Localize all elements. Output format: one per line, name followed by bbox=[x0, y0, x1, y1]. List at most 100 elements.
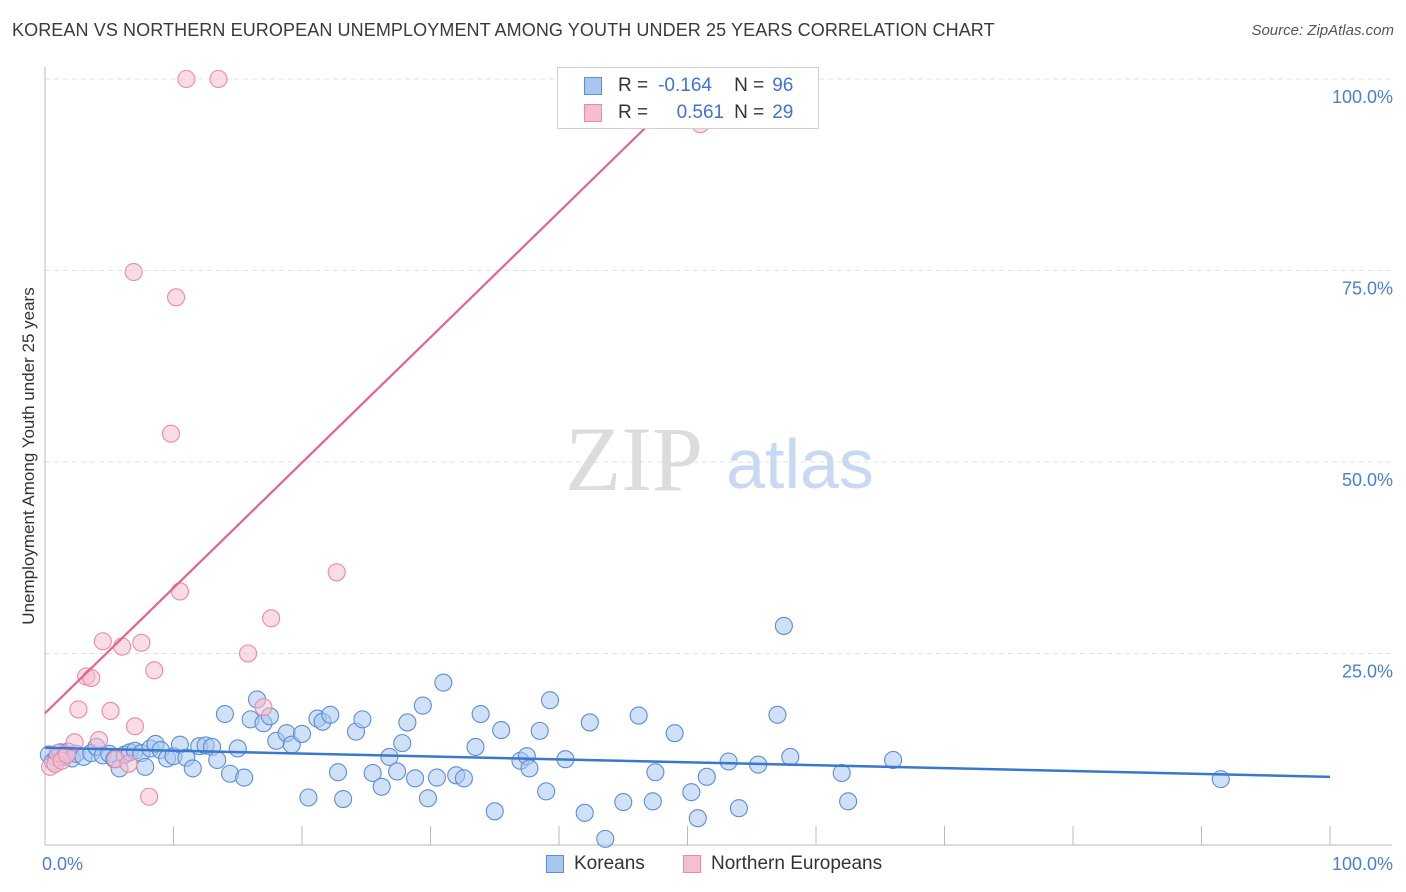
korean-point bbox=[530, 721, 549, 740]
korean-point bbox=[363, 763, 382, 783]
korean-trendline bbox=[44, 746, 1331, 779]
series-northern-europeans bbox=[41, 69, 710, 806]
korean-point bbox=[471, 704, 490, 724]
korean-point bbox=[537, 782, 556, 801]
korean-point bbox=[413, 696, 432, 715]
watermark-zip: ZIP bbox=[565, 408, 703, 510]
x-tick-label: 0.0% bbox=[42, 854, 83, 874]
korean-point bbox=[697, 767, 716, 786]
korean-point bbox=[580, 713, 599, 732]
korean-point bbox=[646, 763, 665, 782]
legend-n-label: N = bbox=[734, 75, 765, 96]
legend: R = -0.164 N = 96 R = 0.561 N = 29 bbox=[557, 67, 819, 129]
northern-point bbox=[82, 668, 101, 688]
tick-labels: 100.0% 75.0% 50.0% 25.0% 0.0% 100.0% bbox=[42, 87, 1393, 874]
northern-trendline bbox=[44, 85, 689, 715]
trendlines bbox=[44, 85, 1331, 779]
northern-point bbox=[101, 701, 120, 721]
korean-point bbox=[768, 705, 787, 724]
korean-point bbox=[540, 691, 560, 710]
y-tick-label: 50.0% bbox=[1342, 470, 1393, 490]
northern-point bbox=[161, 424, 180, 443]
legend-r-value: 0.561 bbox=[676, 102, 725, 123]
source-label: Source: ZipAtlas.com bbox=[1251, 22, 1394, 39]
korean-point bbox=[596, 829, 615, 848]
korean-point bbox=[884, 750, 903, 770]
legend-n-value: 29 bbox=[772, 102, 794, 123]
legend-n-value: 96 bbox=[772, 75, 794, 96]
northern-point bbox=[119, 754, 138, 773]
legend-n-label: N = bbox=[734, 102, 765, 123]
korean-point bbox=[215, 704, 234, 724]
korean-point bbox=[136, 757, 155, 776]
y-tick-label: 75.0% bbox=[1342, 279, 1393, 299]
korean-point bbox=[688, 809, 707, 828]
korean-point bbox=[208, 750, 227, 770]
bottom-legend-label-koreans: Koreans bbox=[574, 853, 645, 874]
korean-point bbox=[372, 777, 391, 796]
korean-point bbox=[832, 763, 851, 783]
bottom-legend-northern: Northern Europeans bbox=[683, 850, 882, 878]
gridlines bbox=[45, 78, 1392, 654]
axes bbox=[44, 67, 1392, 846]
legend-r-label: R = bbox=[618, 102, 649, 123]
northern-point bbox=[140, 787, 159, 806]
northern-point bbox=[238, 644, 258, 663]
korean-point bbox=[321, 705, 340, 724]
korean-point bbox=[434, 673, 453, 692]
korean-point bbox=[393, 734, 412, 753]
korean-point bbox=[774, 616, 793, 635]
northern-point bbox=[69, 700, 88, 719]
chart-title: KOREAN VS NORTHERN EUROPEAN UNEMPLOYMENT… bbox=[12, 20, 995, 40]
korean-point bbox=[388, 762, 407, 781]
korean-point bbox=[183, 759, 202, 778]
x-tick-label: 100.0% bbox=[1332, 854, 1393, 874]
northern-point bbox=[89, 731, 109, 750]
legend-swatch-northern bbox=[584, 104, 602, 122]
northern-point bbox=[327, 563, 346, 582]
northern-point bbox=[167, 288, 186, 307]
korean-point bbox=[719, 752, 738, 771]
korean-point bbox=[328, 763, 348, 782]
watermark-atlas: atlas bbox=[726, 425, 874, 503]
korean-point bbox=[235, 768, 254, 787]
korean-point bbox=[292, 724, 312, 743]
korean-point bbox=[406, 769, 425, 788]
korean-point bbox=[729, 799, 748, 818]
korean-point bbox=[427, 768, 446, 787]
korean-point bbox=[353, 710, 372, 729]
bottom-legend-label-northern: Northern Europeans bbox=[711, 853, 883, 874]
korean-point bbox=[334, 789, 353, 809]
korean-point bbox=[665, 724, 684, 743]
northern-point bbox=[132, 633, 151, 652]
korean-point bbox=[682, 783, 701, 802]
northern-point bbox=[177, 69, 196, 89]
legend-r-label: R = bbox=[618, 75, 649, 96]
korean-point bbox=[299, 788, 318, 807]
korean-point bbox=[466, 737, 485, 757]
korean-point bbox=[614, 793, 633, 812]
y-tick-label: 100.0% bbox=[1332, 87, 1393, 107]
northern-point bbox=[262, 609, 281, 628]
legend-row-koreans: R = -0.164 N = 96 bbox=[618, 73, 793, 99]
korean-point bbox=[454, 769, 473, 788]
northern-point bbox=[254, 698, 273, 717]
northern-point bbox=[209, 69, 228, 89]
northern-point bbox=[145, 661, 164, 680]
y-axis-label: Unemployment Among Youth under 25 years bbox=[19, 287, 38, 624]
legend-swatch-koreans bbox=[584, 77, 602, 95]
korean-point bbox=[520, 759, 539, 778]
northern-point bbox=[113, 637, 132, 656]
korean-point bbox=[485, 802, 504, 821]
northern-point bbox=[125, 717, 144, 736]
korean-point bbox=[629, 706, 648, 725]
watermark: ZIP atlas bbox=[565, 408, 874, 510]
korean-point bbox=[839, 792, 858, 811]
northern-point bbox=[93, 632, 112, 651]
bottom-legend-swatch-northern bbox=[683, 855, 701, 873]
korean-point bbox=[643, 792, 662, 811]
legend-r-value: -0.164 bbox=[658, 75, 712, 96]
y-tick-label: 25.0% bbox=[1342, 662, 1393, 682]
korean-point bbox=[398, 713, 417, 732]
